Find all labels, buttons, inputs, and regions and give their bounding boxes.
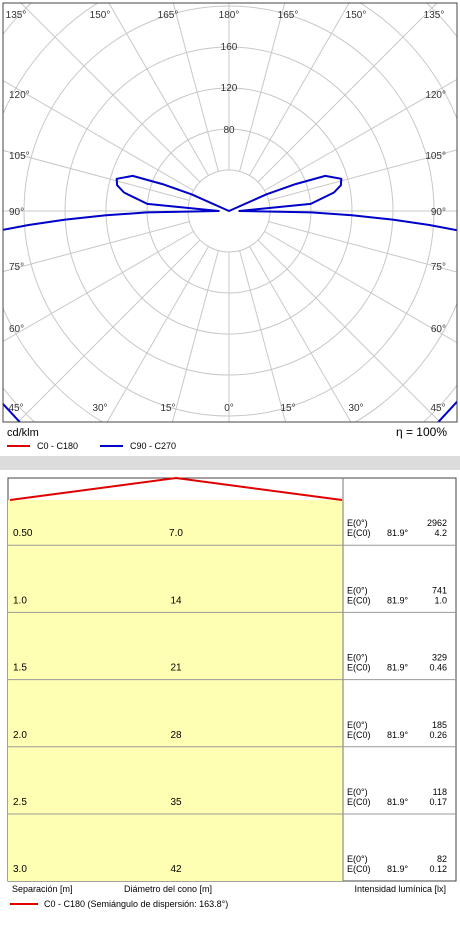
angle-label-left: 75° (9, 262, 24, 273)
row-cone-diameter: 42 (170, 864, 182, 875)
angle-label-bottom: 45° (8, 403, 23, 414)
row-e0-value: 82 (437, 854, 447, 864)
angle-label-bottom: 30° (348, 403, 363, 414)
row-e0-label: E(0°) (347, 585, 368, 595)
row-ec0-value: 0.17 (429, 797, 447, 807)
angle-label-bottom: 45° (430, 403, 445, 414)
row-e0-value: 2962 (427, 518, 447, 528)
row-distance: 1.5 (13, 663, 27, 674)
angle-label-left: 60° (9, 324, 24, 335)
cone-fill (8, 500, 343, 881)
row-e0-value: 329 (432, 653, 447, 663)
cone-diameter-label: Diámetro del cono [m] (124, 884, 212, 894)
angle-label-top: 165° (278, 10, 299, 21)
intensity-label: Intensidad lumínica [lx] (354, 884, 446, 894)
angle-label-right: 120° (425, 90, 446, 101)
angle-label-right: 105° (425, 151, 446, 162)
angle-label-left: 120° (9, 90, 30, 101)
row-ec0-label: E(C0) (347, 663, 371, 673)
legend-label-c0: C0 - C180 (37, 441, 78, 451)
row-ec0-value: 4.2 (434, 528, 447, 538)
radial-tick-label: 120 (221, 83, 238, 94)
angle-label-top: 180° (219, 10, 240, 21)
row-e0-label: E(0°) (347, 518, 368, 528)
row-ec0-label: E(C0) (347, 797, 371, 807)
cone-diagram: 0.50 7.0 E(0°) 2962 E(C0) 81.9° 4.2 1.0 14 E(0°) 7… (8, 478, 456, 881)
angle-label-top: 150° (346, 10, 367, 21)
row-ec0-value: 1.0 (434, 595, 447, 605)
legend-label-c90: C90 - C270 (130, 441, 176, 451)
row-e0-label: E(0°) (347, 787, 368, 797)
row-angle: 81.9° (387, 528, 409, 538)
angle-label-top: 135° (424, 10, 445, 21)
angle-label-top: 150° (90, 10, 111, 21)
row-e0-label: E(0°) (347, 720, 368, 730)
separation-axis-label: Separación [m] (12, 884, 73, 894)
angle-label-right: 90° (431, 207, 446, 218)
angle-label-left: 90° (9, 207, 24, 218)
angle-label-bottom: 15° (160, 403, 175, 414)
row-angle: 81.9° (387, 663, 409, 673)
row-cone-diameter: 21 (170, 663, 182, 674)
row-distance: 2.5 (13, 797, 27, 808)
row-distance: 0.50 (13, 528, 33, 539)
row-angle: 81.9° (387, 864, 409, 874)
polar-plot-frame (3, 3, 457, 422)
angle-label-bottom: 30° (92, 403, 107, 414)
efficiency-label: η = 100% (396, 425, 447, 439)
angle-label-top: 165° (158, 10, 179, 21)
row-ec0-value: 0.26 (429, 730, 447, 740)
row-cone-diameter: 7.0 (169, 528, 183, 539)
row-e0-label: E(0°) (347, 854, 368, 864)
row-cone-diameter: 28 (170, 730, 182, 741)
angle-label-left: 105° (9, 151, 30, 162)
radial-tick-label: 80 (223, 125, 235, 136)
row-ec0-label: E(C0) (347, 528, 371, 538)
row-ec0-value: 0.46 (429, 663, 447, 673)
radial-tick-label: 160 (221, 42, 238, 53)
row-ec0-label: E(C0) (347, 864, 371, 874)
angle-label-bottom: 15° (280, 403, 295, 414)
unit-label: cd/klm (7, 427, 39, 439)
row-e0-label: E(0°) (347, 653, 368, 663)
row-ec0-value: 0.12 (429, 864, 447, 874)
row-ec0-label: E(C0) (347, 730, 371, 740)
row-e0-value: 741 (432, 585, 447, 595)
row-e0-value: 118 (433, 787, 447, 797)
row-distance: 3.0 (13, 864, 27, 875)
angle-label-bottom: 0° (224, 403, 234, 414)
angle-label-right: 75° (431, 262, 446, 273)
angle-label-top: 135° (6, 10, 27, 21)
cone-legend-label: C0 - C180 (Semiángulo de dispersión: 163… (44, 899, 228, 909)
row-angle: 81.9° (387, 595, 409, 605)
row-angle: 81.9° (387, 730, 409, 740)
angle-label-right: 60° (431, 324, 446, 335)
row-distance: 1.0 (13, 595, 27, 606)
row-e0-value: 185 (432, 720, 447, 730)
row-cone-diameter: 35 (170, 797, 182, 808)
row-ec0-label: E(C0) (347, 595, 371, 605)
row-cone-diameter: 14 (170, 595, 182, 606)
row-distance: 2.0 (13, 730, 27, 741)
row-angle: 81.9° (387, 797, 409, 807)
section-divider (0, 456, 460, 470)
